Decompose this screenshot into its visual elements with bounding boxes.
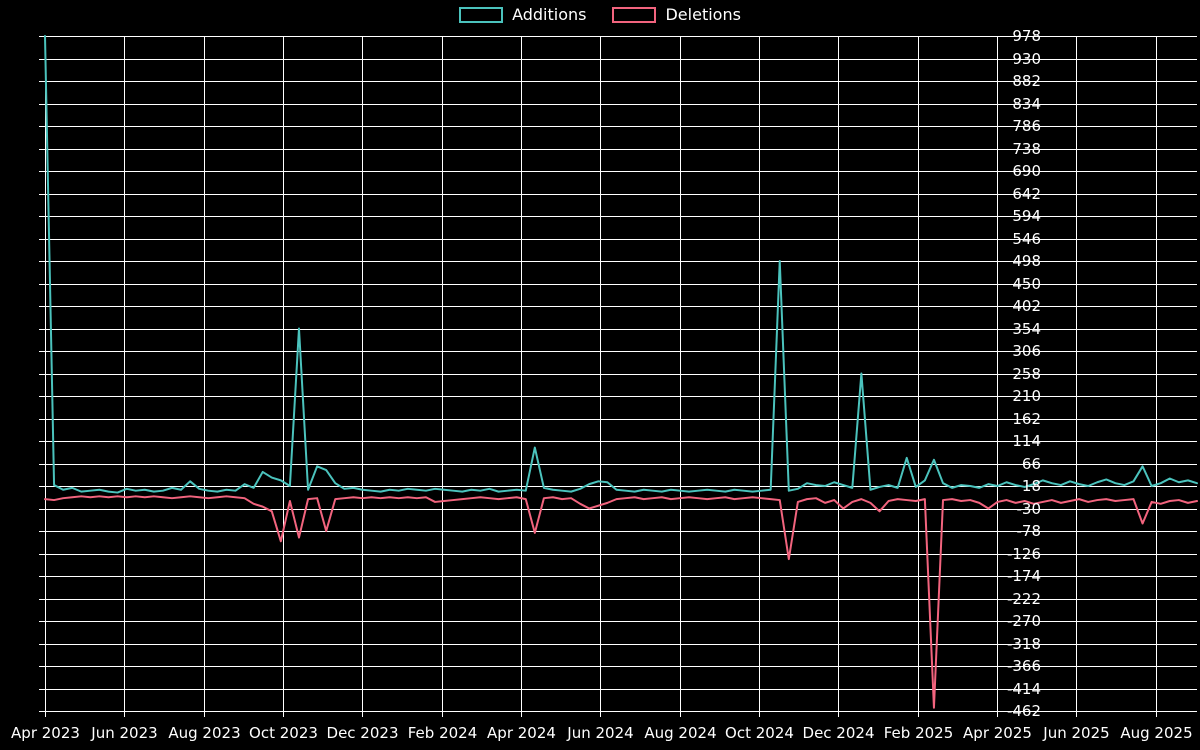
x-axis-tick-label: Dec 2024	[802, 724, 875, 742]
series-line-deletions	[44, 495, 1198, 709]
x-axis-tick-label: Aug 2025	[1120, 724, 1193, 742]
x-axis-tick-label: Jun 2024	[567, 724, 634, 742]
y-axis-tick-label: 642	[1012, 184, 1041, 203]
y-axis-tick-label: 162	[1012, 409, 1041, 428]
y-axis-tick-label: 354	[1012, 319, 1041, 338]
legend-entry-additions[interactable]: Additions	[459, 7, 586, 23]
vertical-gridlines	[45, 36, 1157, 711]
chart-legend: Additions Deletions	[0, 0, 1200, 30]
y-axis-tick-label: 114	[1012, 431, 1041, 450]
x-axis-tick-label: Apr 2023	[11, 724, 80, 742]
x-axis-tick-label: Aug 2024	[644, 724, 717, 742]
y-axis-tick-label: 786	[1012, 116, 1041, 135]
y-axis-tick-label: 450	[1012, 274, 1041, 293]
y-axis-tick-label: -174	[1006, 566, 1041, 585]
line-swatch-icon-deletions	[612, 7, 657, 23]
x-axis-tick-label: Oct 2023	[249, 724, 318, 742]
x-axis-tick-label: Feb 2025	[883, 724, 954, 742]
y-axis-tick-label: 66	[1021, 454, 1041, 473]
x-axis-tick-label: Feb 2024	[407, 724, 478, 742]
y-axis-tick-label: -78	[1016, 521, 1042, 540]
legend-entry-deletions[interactable]: Deletions	[612, 5, 741, 24]
y-axis-tick-label: 18	[1021, 476, 1041, 495]
y-axis-tick-label: -270	[1006, 611, 1041, 630]
y-axis-tick-label: -318	[1006, 634, 1041, 653]
y-axis-tick-label: 210	[1012, 386, 1041, 405]
y-axis-tick-label: -462	[1006, 701, 1041, 720]
y-axis-tick-label: 498	[1012, 251, 1041, 270]
x-axis-tick-label: Jun 2023	[91, 724, 158, 742]
x-axis-tick-label: Oct 2024	[725, 724, 794, 742]
line-swatch-icon-additions	[459, 7, 504, 23]
legend-label-additions: Additions	[512, 5, 587, 24]
y-axis-tick-label: -414	[1006, 679, 1041, 698]
y-axis-tick-label: 978	[1012, 26, 1041, 45]
x-axis-tick-label: Jun 2025	[1043, 724, 1110, 742]
y-axis-tick-label: 306	[1012, 341, 1041, 360]
y-axis-tick-label: 834	[1012, 94, 1041, 113]
x-axis-tick-label: Apr 2025	[963, 724, 1032, 742]
x-axis-tick-label: Aug 2023	[168, 724, 241, 742]
y-axis-tick-label: 546	[1012, 229, 1041, 248]
y-axis-tick-label: -366	[1006, 656, 1041, 675]
y-axis-ticks	[39, 36, 45, 712]
x-axis-ticks	[45, 711, 1157, 717]
y-axis-tick-label: 594	[1012, 206, 1041, 225]
y-axis-tick-label: 882	[1012, 71, 1041, 90]
y-axis-tick-label: -222	[1006, 589, 1041, 608]
series-line-additions	[44, 35, 1198, 494]
horizontal-gridlines	[45, 36, 1197, 712]
y-axis-tick-label: 402	[1012, 296, 1041, 315]
x-axis-tick-label: Dec 2023	[326, 724, 399, 742]
legend-label-deletions: Deletions	[665, 5, 741, 24]
y-axis-tick-label: 258	[1012, 364, 1041, 383]
y-axis-tick-label: 690	[1012, 161, 1041, 180]
y-axis-tick-label: 738	[1012, 139, 1041, 158]
y-axis-tick-label: -30	[1016, 499, 1042, 518]
y-axis-tick-label: -126	[1006, 544, 1041, 563]
x-axis-tick-label: Apr 2024	[487, 724, 556, 742]
y-axis-tick-label: 930	[1012, 49, 1041, 68]
